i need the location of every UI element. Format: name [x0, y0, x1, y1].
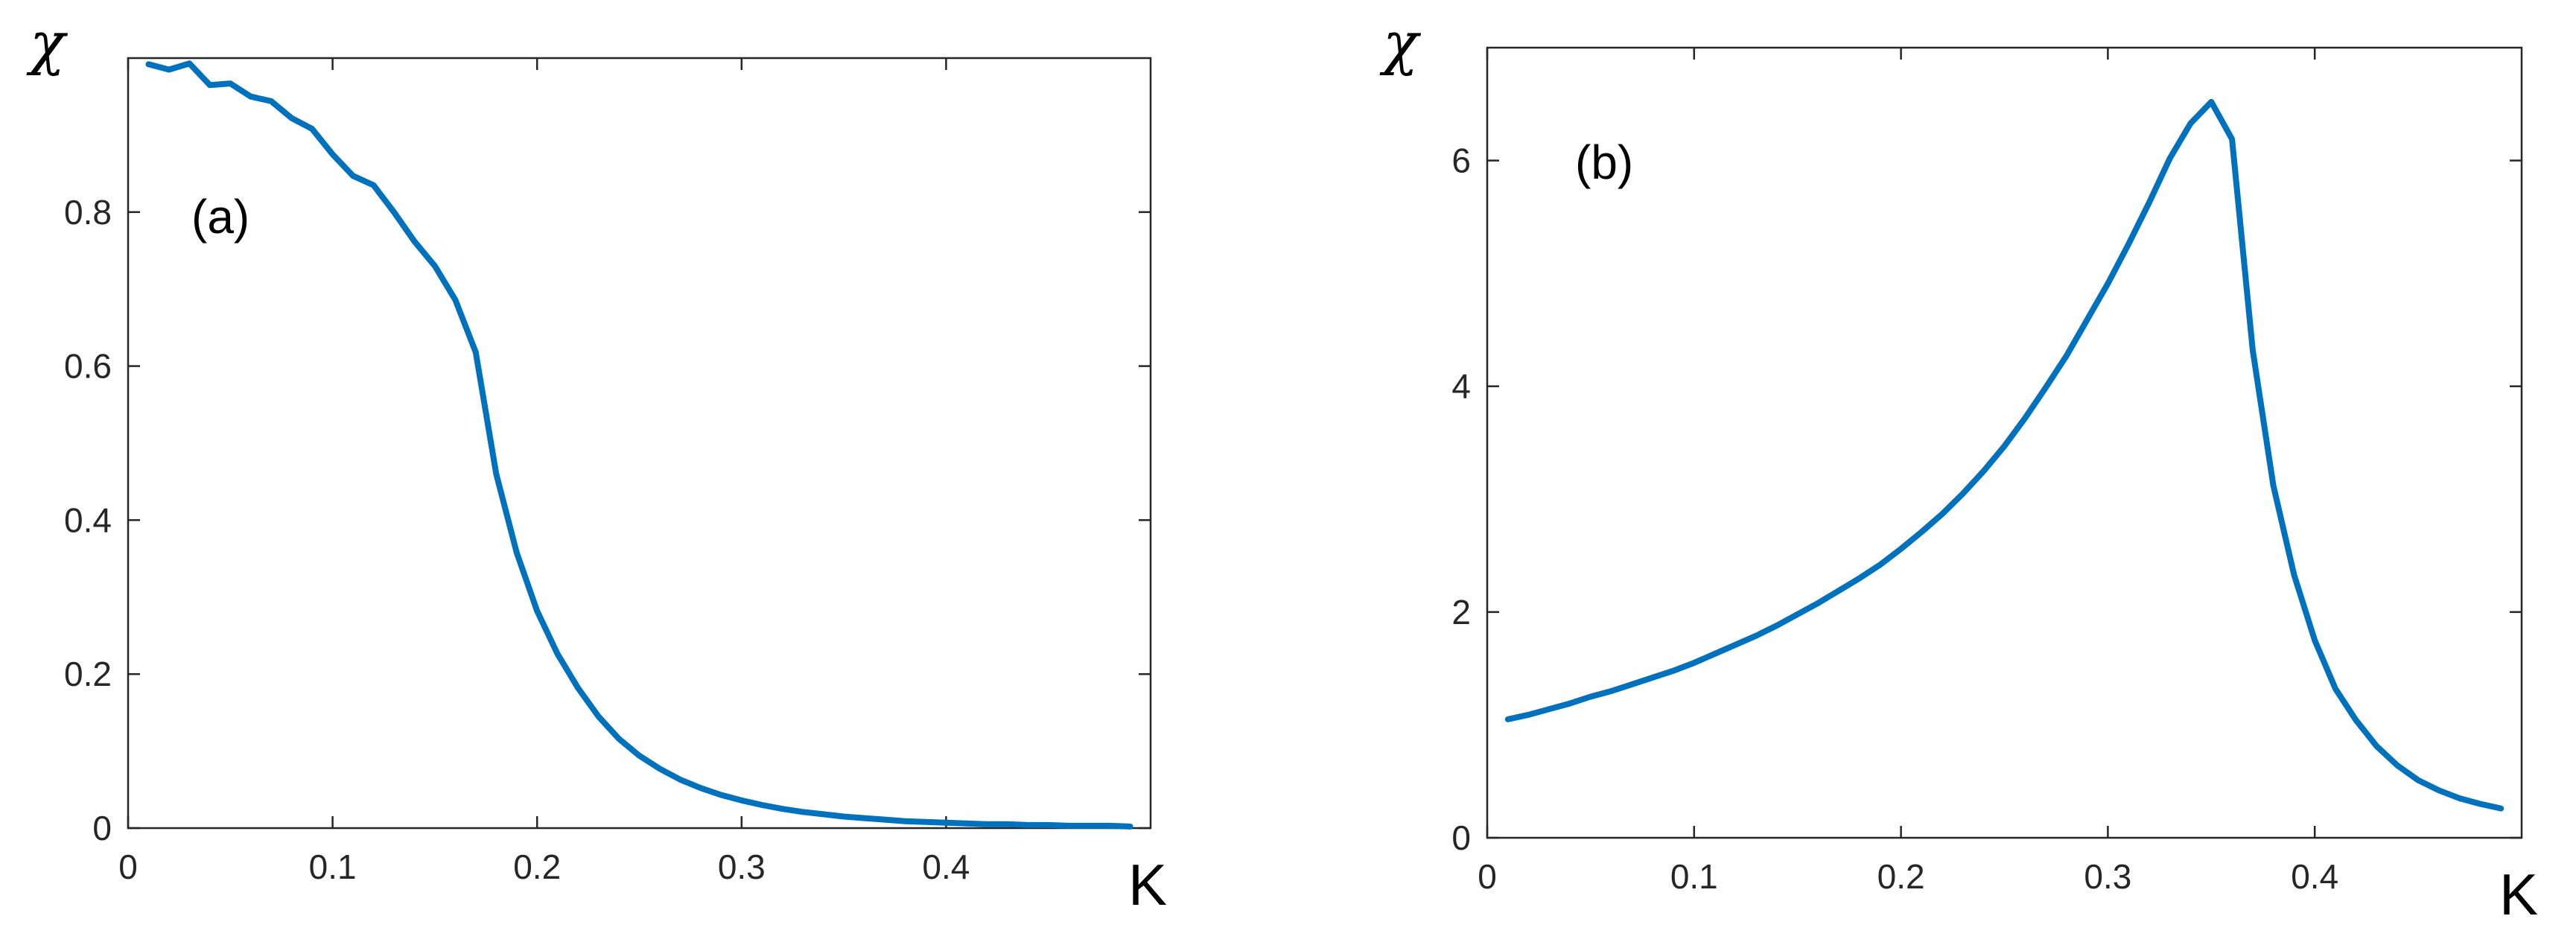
- y-axis-label-a: χ: [26, 10, 69, 77]
- x-tick-label-b: 0.3: [2084, 857, 2131, 896]
- x-tick-label-b: 0.4: [2291, 857, 2338, 896]
- y-tick-label-a: 0.8: [64, 193, 112, 232]
- x-tick-label-b: 0.1: [1670, 857, 1718, 896]
- y-tick-label-b: 4: [1451, 367, 1471, 406]
- y-tick-label-a: 0.6: [64, 347, 112, 386]
- y-tick-label-a: 0: [92, 809, 112, 847]
- x-tick-label-a: 0.1: [309, 847, 357, 886]
- x-tick-label-a: 0: [118, 847, 138, 886]
- y-axis-label-b: χ: [1379, 10, 1422, 77]
- y-tick-label-b: 0: [1451, 818, 1471, 857]
- x-tick-label-b: 0.2: [1877, 857, 1925, 896]
- y-tick-label-a: 0.4: [64, 500, 112, 539]
- x-tick-label-a: 0.3: [718, 847, 766, 886]
- x-axis-label-a: K: [1128, 852, 1167, 917]
- chart-panel-a: 0 0.1 0.2 0.3 0.4 0 0.2 0.4 0.6 0.8 (a) χ K: [26, 10, 1167, 917]
- y-tick-label-b: 2: [1451, 593, 1471, 632]
- chart-panel-b: 0 0.1 0.2 0.3 0.4 0 2 4 6 (b) χ K: [1379, 10, 2538, 927]
- x-tick-label-a: 0.4: [922, 847, 970, 886]
- x-tick-label-a: 0.2: [513, 847, 561, 886]
- panel-label-b: (b): [1575, 136, 1633, 189]
- x-axis-label-b: K: [2499, 862, 2538, 927]
- y-tick-label-b: 6: [1451, 141, 1471, 180]
- panel-label-a: (a): [191, 190, 249, 244]
- plot-area-b: [1486, 46, 2523, 839]
- y-tick-label-a: 0.2: [64, 655, 112, 693]
- x-tick-label-b: 0: [1478, 857, 1497, 896]
- series-line-b: [1504, 98, 2505, 812]
- series-line-a: [145, 60, 1133, 830]
- plot-area-a: [127, 57, 1152, 830]
